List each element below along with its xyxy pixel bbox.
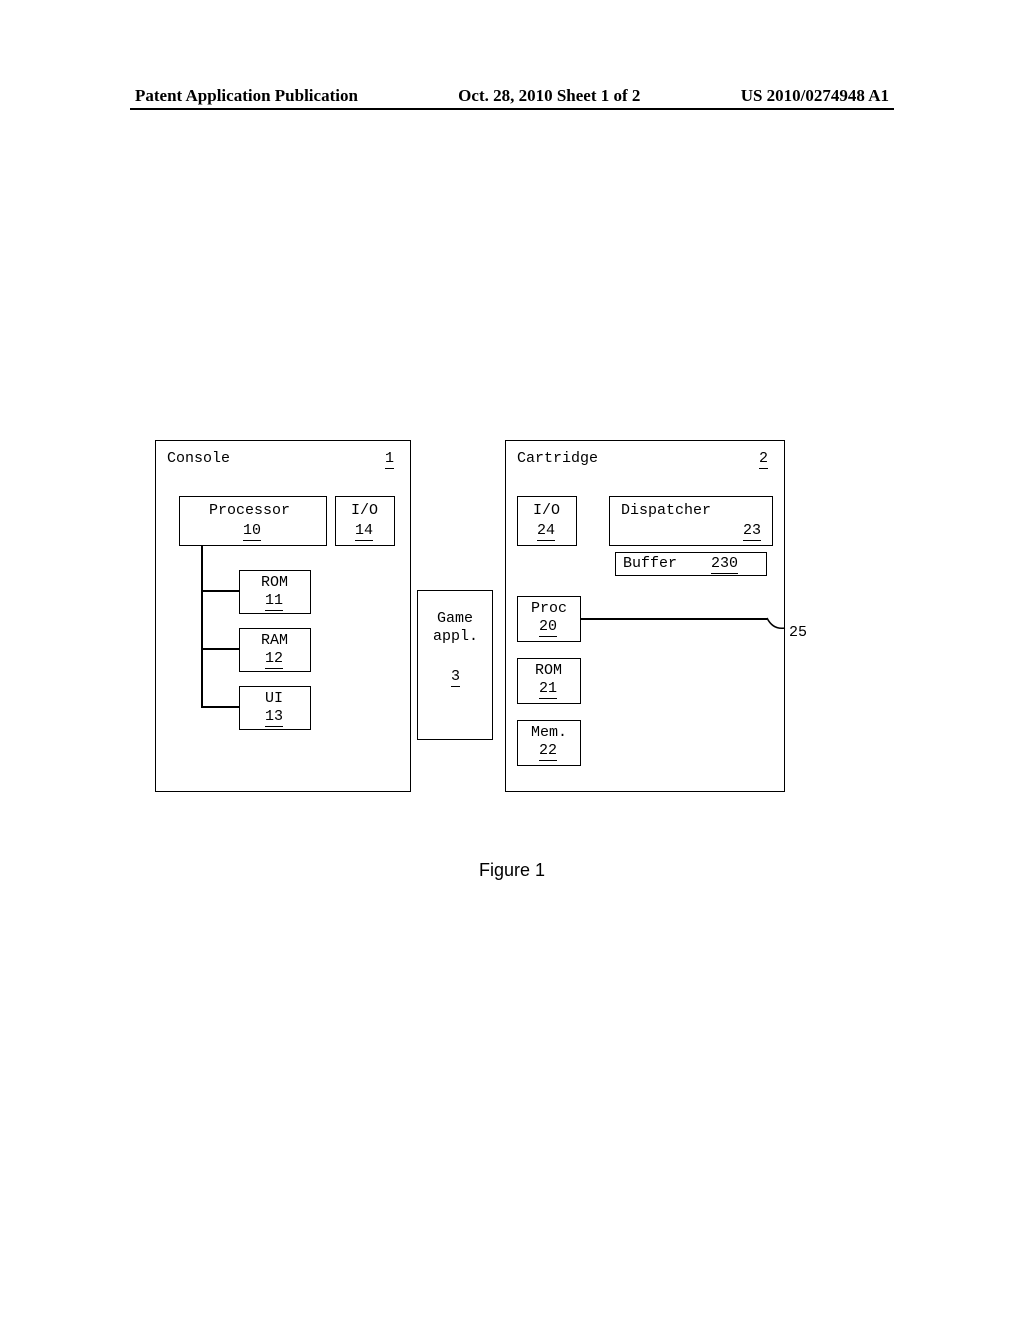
cartridge-title: Cartridge	[517, 450, 598, 467]
figure-diagram: Console 1 Processor 10 I/O 14 ROM 11 RAM…	[155, 440, 875, 800]
header-center: Oct. 28, 2010 Sheet 1 of 2	[458, 86, 640, 106]
console-io-label: I/O	[351, 502, 378, 519]
game-label-top: Game	[437, 610, 473, 627]
cart-mem-ref: 22	[539, 742, 557, 761]
console-bus-h-rom	[201, 590, 239, 592]
console-title: Console	[167, 450, 230, 467]
callout-25-ref: 25	[789, 624, 807, 641]
console-rom-label: ROM	[261, 574, 288, 591]
console-box	[155, 440, 411, 792]
cart-proc-label: Proc	[531, 600, 567, 617]
header-rule	[130, 108, 894, 110]
patent-header: Patent Application Publication Oct. 28, …	[0, 86, 1024, 106]
proc-disp-line	[581, 618, 767, 620]
console-ref: 1	[385, 450, 394, 469]
game-ref: 3	[451, 668, 460, 687]
console-bus-vertical	[201, 546, 203, 708]
console-ram-ref: 12	[265, 650, 283, 669]
console-rom-ref: 11	[265, 592, 283, 611]
console-ui-ref: 13	[265, 708, 283, 727]
console-bus-h-ui	[201, 706, 239, 708]
console-ram-label: RAM	[261, 632, 288, 649]
console-io-ref: 14	[355, 522, 373, 541]
cart-rom-label: ROM	[535, 662, 562, 679]
header-right: US 2010/0274948 A1	[741, 86, 889, 106]
cart-mem-label: Mem.	[531, 724, 567, 741]
console-ui-label: UI	[265, 690, 283, 707]
buffer-ref: 230	[711, 555, 738, 574]
cartridge-ref: 2	[759, 450, 768, 469]
processor-label: Processor	[209, 502, 290, 519]
processor-ref: 10	[243, 522, 261, 541]
cartridge-io-label: I/O	[533, 502, 560, 519]
callout-25-hook	[761, 610, 791, 634]
console-bus-h-ram	[201, 648, 239, 650]
cart-proc-ref: 20	[539, 618, 557, 637]
dispatcher-label: Dispatcher	[621, 502, 711, 519]
game-label-bot: appl.	[433, 628, 478, 645]
cartridge-io-ref: 24	[537, 522, 555, 541]
dispatcher-ref: 23	[743, 522, 761, 541]
cart-rom-ref: 21	[539, 680, 557, 699]
header-left: Patent Application Publication	[135, 86, 358, 106]
figure-caption: Figure 1	[0, 860, 1024, 881]
buffer-label: Buffer	[623, 555, 677, 572]
